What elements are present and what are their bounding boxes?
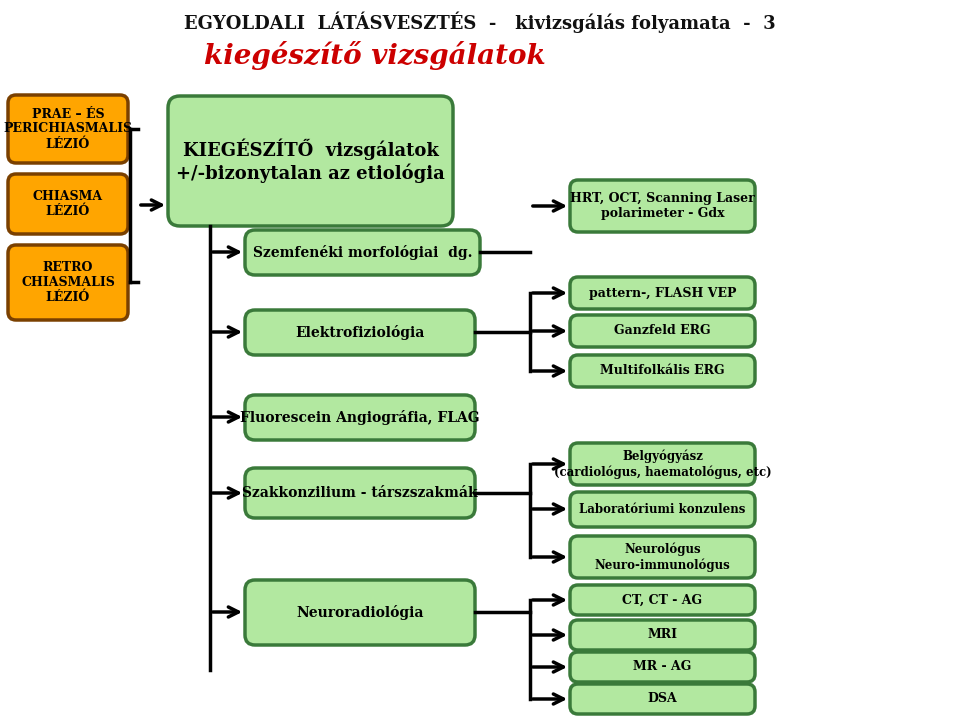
FancyBboxPatch shape [245,230,480,275]
FancyBboxPatch shape [570,684,755,714]
Text: KIEGÉSZÍTŐ  vizsgálatok
+/-bizonytalan az etiológia: KIEGÉSZÍTŐ vizsgálatok +/-bizonytalan az… [176,139,444,183]
FancyBboxPatch shape [570,443,755,485]
Text: Laboratóriumi konzulens: Laboratóriumi konzulens [579,503,746,516]
FancyBboxPatch shape [570,180,755,232]
Text: MR - AG: MR - AG [634,661,692,674]
FancyBboxPatch shape [570,620,755,650]
Text: DSA: DSA [648,692,678,705]
FancyBboxPatch shape [570,277,755,309]
Text: RETRO
CHIASMALIS
LÉZIÓ: RETRO CHIASMALIS LÉZIÓ [21,261,115,304]
Text: Ganzfeld ERG: Ganzfeld ERG [614,324,710,337]
FancyBboxPatch shape [245,580,475,645]
FancyBboxPatch shape [570,536,755,578]
FancyBboxPatch shape [245,395,475,440]
FancyBboxPatch shape [245,468,475,518]
FancyBboxPatch shape [8,174,128,234]
Text: HRT, OCT, Scanning Laser
polarimeter - Gdx: HRT, OCT, Scanning Laser polarimeter - G… [570,192,755,220]
Text: pattern-, FLASH VEP: pattern-, FLASH VEP [588,286,736,300]
FancyBboxPatch shape [8,95,128,163]
Text: Belgyógyász
(cardiológus, haematológus, etc): Belgyógyász (cardiológus, haematológus, … [554,449,771,479]
Text: EGYOLDALI  LÁTÁSVESZTÉS  -   kivizsgálás folyamata  -  3: EGYOLDALI LÁTÁSVESZTÉS - kivizsgálás fol… [184,12,776,33]
FancyBboxPatch shape [570,355,755,387]
FancyBboxPatch shape [168,96,453,226]
FancyBboxPatch shape [8,245,128,320]
Text: PRAE – ÉS
PERICHIASMALIS
LÉZIÓ: PRAE – ÉS PERICHIASMALIS LÉZIÓ [4,108,132,150]
FancyBboxPatch shape [570,315,755,347]
FancyBboxPatch shape [245,310,475,355]
Text: MRI: MRI [647,628,678,641]
Text: Szakkonzilium - társzszakmák: Szakkonzilium - társzszakmák [242,486,478,500]
Text: CHIASMA
LÉZIÓ: CHIASMA LÉZIÓ [33,190,103,218]
Text: Neuroradiológia: Neuroradiológia [297,605,423,620]
Text: kiegészítő vizsgálatok: kiegészítő vizsgálatok [204,40,546,70]
Text: Szemfenéki morfológiai  dg.: Szemfenéki morfológiai dg. [252,245,472,260]
FancyBboxPatch shape [570,652,755,682]
Text: Multifolkális ERG: Multifolkális ERG [600,365,725,377]
Text: Neurológus
Neuro-immunológus: Neurológus Neuro-immunológus [594,542,731,572]
Text: Fluorescein Angiográfia, FLAG: Fluorescein Angiográfia, FLAG [240,410,480,425]
Text: Elektrofiziológia: Elektrofiziológia [296,325,424,340]
FancyBboxPatch shape [570,585,755,615]
FancyBboxPatch shape [570,492,755,527]
Text: CT, CT - AG: CT, CT - AG [622,593,703,607]
